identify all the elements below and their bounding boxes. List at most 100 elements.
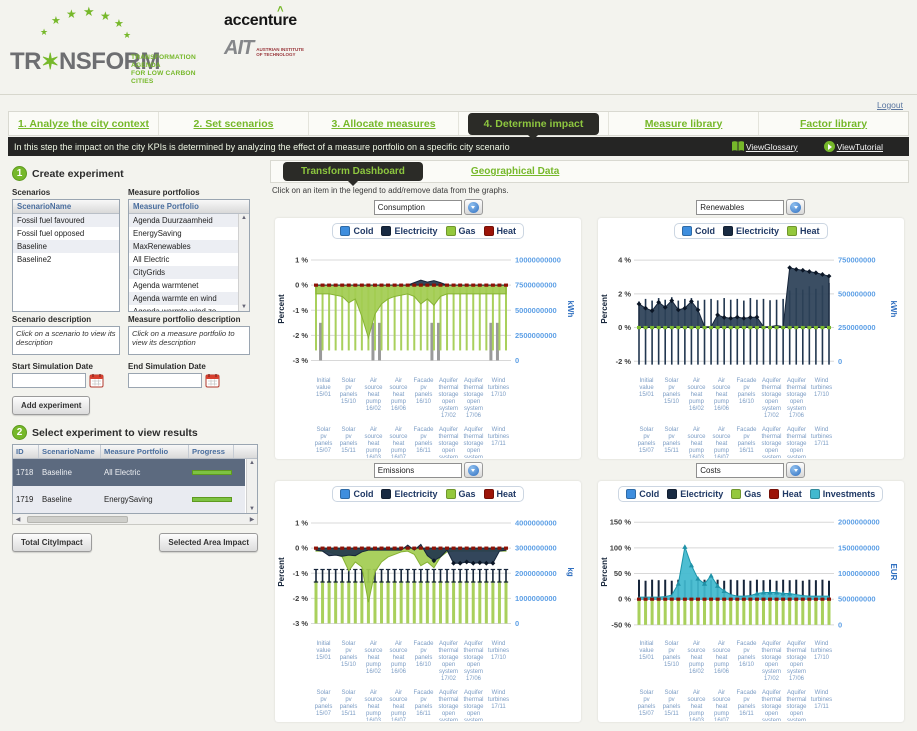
- svg-text:Wind: Wind: [492, 378, 506, 384]
- portfolio-list-item[interactable]: CityGrids: [129, 266, 238, 279]
- scroll-up-icon[interactable]: ▲: [241, 215, 247, 221]
- svg-text:Aquifer: Aquifer: [787, 641, 806, 647]
- svg-text:system: system: [787, 669, 806, 675]
- chart-metric-dropdown-button[interactable]: [463, 199, 483, 215]
- legend-item-gas[interactable]: Gas: [445, 226, 476, 236]
- svg-text:Solar: Solar: [317, 690, 331, 696]
- chart-metric-dropdown-button[interactable]: [786, 199, 806, 215]
- total-city-impact-button[interactable]: Total CityImpact: [12, 533, 92, 552]
- legend-item-electricity[interactable]: Electricity: [381, 489, 438, 499]
- legend-label: Heat: [782, 489, 802, 499]
- scenario-list-item[interactable]: Fossil fuel favoured: [13, 214, 119, 227]
- portfolio-list-item[interactable]: Agenda warmte wind zo: [133, 307, 217, 312]
- legend-item-gas[interactable]: Gas: [445, 489, 476, 499]
- svg-text:heat: heat: [715, 441, 727, 447]
- svg-text:50 %: 50 %: [614, 569, 631, 578]
- svg-text:2 %: 2 %: [618, 289, 631, 298]
- legend-item-cold[interactable]: Cold: [340, 226, 373, 236]
- svg-text:1000000000: 1000000000: [515, 594, 557, 603]
- nav-tab-link[interactable]: Measure library: [644, 117, 723, 130]
- experiment-row[interactable]: 1718 Baseline All Electric: [13, 459, 245, 486]
- legend-item-heat[interactable]: Heat: [483, 489, 516, 499]
- chart-metric-input[interactable]: Emissions: [373, 462, 462, 478]
- portfolio-list-item[interactable]: Agenda warmte en wind: [129, 292, 238, 305]
- view-glossary-link[interactable]: ViewGlossary: [731, 141, 798, 152]
- legend-item-electricity[interactable]: Electricity: [667, 489, 723, 499]
- experiments-column-header[interactable]: ID: [13, 445, 39, 458]
- scenario-list-item[interactable]: Fossil fuel opposed: [17, 229, 85, 238]
- chart-metric-input[interactable]: Costs: [696, 462, 785, 478]
- svg-text:16/02: 16/02: [689, 406, 705, 412]
- nav-tab-link[interactable]: 3. Allocate measures: [331, 117, 436, 130]
- legend-swatch-icon: [381, 226, 392, 236]
- portfolio-list-item[interactable]: Agenda Duurzaamheid: [129, 214, 238, 227]
- experiments-scrollbar[interactable]: ▲ ▼: [246, 459, 257, 513]
- legend-item-cold[interactable]: Cold: [340, 489, 373, 499]
- legend-item-cold[interactable]: Cold: [626, 489, 659, 499]
- portfolio-list-header[interactable]: Measure Portfolio: [129, 200, 249, 214]
- svg-text:thermal: thermal: [761, 385, 781, 391]
- experiments-column-header[interactable]: Progress: [189, 445, 234, 458]
- svg-text:system: system: [464, 669, 483, 675]
- scenario-list-header[interactable]: ScenarioName: [13, 200, 119, 214]
- portfolio-list-item[interactable]: MaxRenewables: [129, 240, 238, 253]
- svg-text:heat: heat: [690, 704, 702, 710]
- svg-text:Aquifer: Aquifer: [464, 641, 483, 647]
- nav-tab-link[interactable]: 1. Analyze the city context: [18, 117, 149, 130]
- svg-text:open: open: [467, 711, 480, 717]
- start-date-calendar-icon[interactable]: [89, 373, 104, 388]
- svg-text:storage: storage: [761, 655, 782, 661]
- legend-item-heat[interactable]: Heat: [787, 226, 820, 236]
- legend-item-cold[interactable]: Cold: [681, 226, 715, 236]
- legend-item-heat[interactable]: Heat: [483, 226, 516, 236]
- legend-item-gas[interactable]: Gas: [731, 489, 761, 499]
- portfolio-description-box: Click on a measure portfolio to view its…: [128, 326, 250, 355]
- portfolio-list-item[interactable]: EnergySaving: [133, 229, 182, 238]
- legend-swatch-icon: [445, 226, 456, 236]
- portfolio-list-item[interactable]: Agenda warmtenet: [133, 281, 199, 290]
- legend-swatch-icon: [722, 226, 733, 236]
- view-tutorial-link[interactable]: ViewTutorial: [823, 141, 883, 152]
- nav-tab-active[interactable]: 4. Determine impact: [467, 112, 600, 140]
- end-date-calendar-icon[interactable]: [205, 373, 220, 388]
- chart-metric-input[interactable]: Consumption: [373, 199, 462, 215]
- chart-metric-dropdown-button[interactable]: [786, 462, 806, 478]
- nav-tab-link[interactable]: 2. Set scenarios: [193, 117, 274, 130]
- svg-text:17/11: 17/11: [814, 704, 829, 710]
- svg-text:17/02: 17/02: [441, 413, 457, 419]
- portfolio-list-item[interactable]: All Electric: [133, 255, 170, 264]
- legend-item-electricity[interactable]: Electricity: [722, 226, 779, 236]
- legend-item-heat[interactable]: Heat: [769, 489, 802, 499]
- chart-metric-input[interactable]: Renewables: [696, 199, 785, 215]
- scroll-down-icon[interactable]: ▼: [241, 304, 247, 310]
- legend-item-electricity[interactable]: Electricity: [381, 226, 438, 236]
- chart-metric-dropdown-button[interactable]: [463, 462, 483, 478]
- scenario-list-item[interactable]: Baseline2: [17, 255, 52, 264]
- svg-text:2000000000: 2000000000: [838, 518, 880, 527]
- dashboard-tab-geographical-data[interactable]: Geographical Data: [470, 166, 560, 177]
- selected-area-impact-button[interactable]: Selected Area Impact: [159, 533, 258, 552]
- legend-swatch-icon: [445, 489, 456, 499]
- logout-link[interactable]: Logout: [877, 100, 903, 110]
- dashboard-tab-transform-dashboard[interactable]: Transform Dashboard: [283, 162, 423, 186]
- portfolio-scrollbar[interactable]: ▲ ▼: [238, 214, 249, 311]
- experiment-row[interactable]: 1719 Baseline EnergySaving: [13, 486, 245, 513]
- hscroll-thumb[interactable]: [27, 515, 129, 523]
- experiments-column-header[interactable]: ScenarioName: [39, 445, 101, 458]
- legend-label: Electricity: [394, 489, 438, 499]
- add-experiment-button[interactable]: Add experiment: [12, 396, 91, 415]
- experiments-hscrollbar[interactable]: ◀ ▶: [12, 514, 258, 525]
- logo-star-icon: ★: [66, 7, 77, 21]
- scenario-list-item[interactable]: Baseline: [13, 240, 119, 253]
- legend-label: Investments: [822, 489, 876, 499]
- scroll-down-icon[interactable]: ▼: [249, 506, 255, 512]
- nav-tab-link[interactable]: Factor library: [799, 117, 868, 130]
- experiments-column-header[interactable]: Measure Portfolio: [101, 445, 189, 458]
- legend-item-investments[interactable]: Investments: [809, 489, 876, 499]
- scroll-up-icon[interactable]: ▲: [249, 460, 255, 466]
- scroll-right-icon[interactable]: ▶: [249, 516, 255, 523]
- end-date-input[interactable]: [128, 373, 202, 388]
- scroll-left-icon[interactable]: ◀: [15, 516, 21, 523]
- svg-text:16/03: 16/03: [366, 455, 382, 458]
- start-date-input[interactable]: [12, 373, 86, 388]
